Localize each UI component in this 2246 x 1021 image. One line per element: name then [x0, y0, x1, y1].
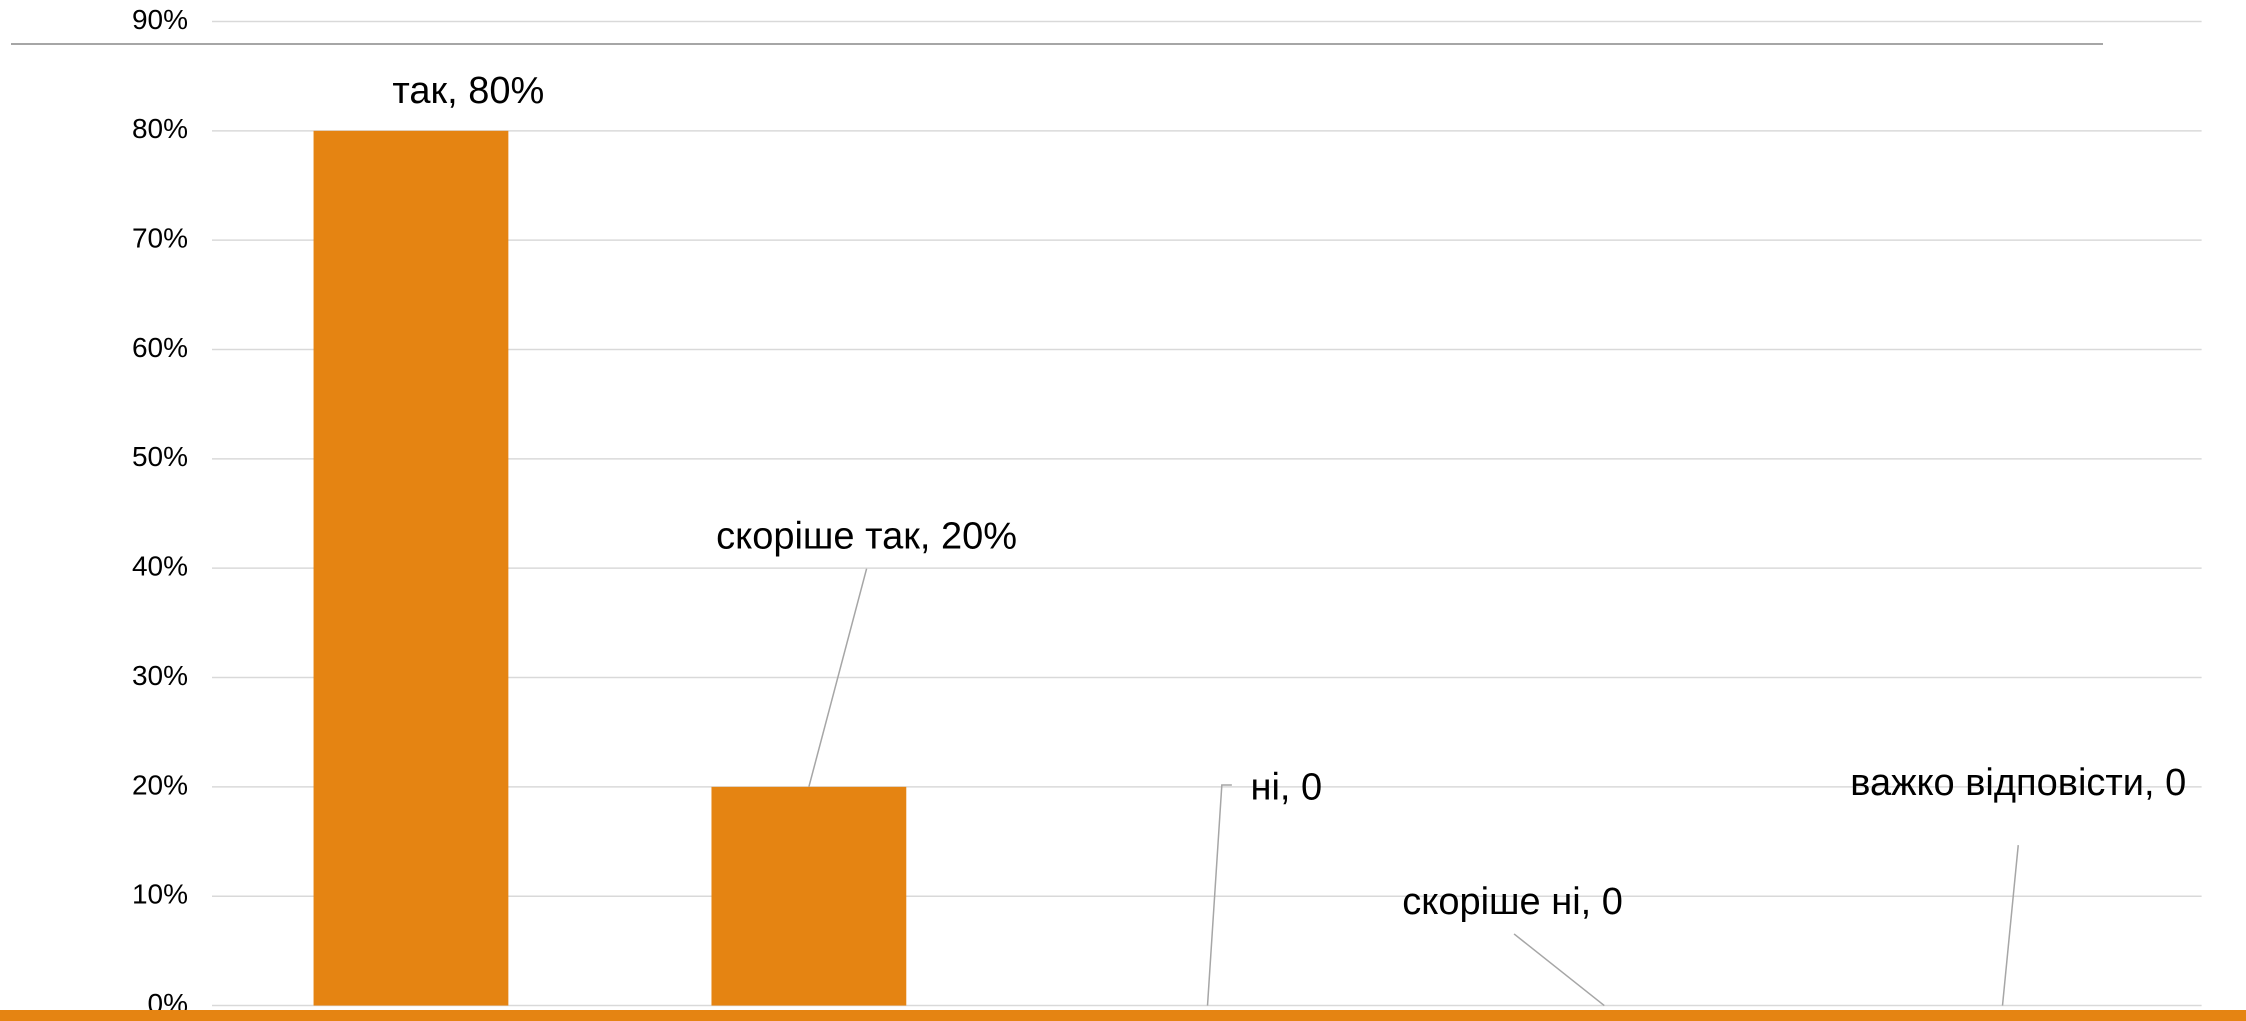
bar	[313, 130, 509, 1006]
leader-line	[1513, 933, 1605, 1007]
y-tick-label: 30%	[132, 660, 188, 691]
y-tick-label: 20%	[132, 769, 188, 800]
y-tick-label: 10%	[132, 879, 188, 910]
leader-line	[2001, 845, 2019, 1006]
data-label: ні, 0	[1250, 766, 1322, 808]
footer-band	[0, 1010, 2246, 1021]
data-label: скоріше так, 20%	[716, 516, 1017, 558]
y-tick-label: 40%	[132, 551, 188, 582]
leader-line	[808, 568, 868, 788]
y-tick-label: 80%	[132, 113, 188, 144]
y-tick-label: 50%	[132, 441, 188, 472]
y-tick-label: 90%	[132, 4, 188, 35]
data-label: так, 80%	[392, 70, 544, 112]
y-tick-label: 60%	[132, 332, 188, 363]
data-label: скоріше ні, 0	[1402, 881, 1623, 923]
bar	[711, 786, 907, 1006]
leader-line	[1206, 784, 1232, 1006]
y-tick-label: 70%	[132, 223, 188, 254]
data-label: важко відповісти, 0	[1850, 762, 2186, 804]
